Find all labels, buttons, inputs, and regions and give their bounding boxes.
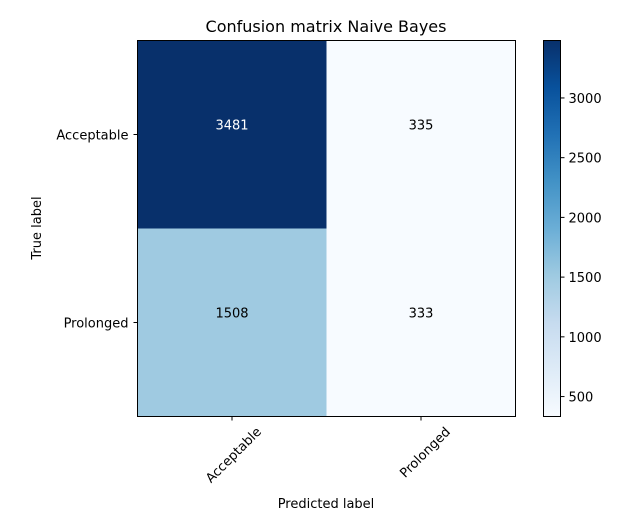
colorbar-tick-label: 2500: [569, 152, 602, 167]
heatmap-cell: [326, 228, 516, 417]
cell-value-label: 1508: [215, 307, 248, 322]
chart-title: Confusion matrix Naive Bayes: [206, 17, 447, 36]
plot-frame: [137, 40, 516, 417]
colorbar-tick-label: 500: [569, 391, 594, 406]
x-axis-ticks: Acceptable Prolonged: [203, 416, 454, 487]
heatmap-cell: [137, 228, 327, 417]
colorbar-tick-label: 1500: [569, 271, 602, 286]
x-tick-label: Prolonged: [397, 425, 454, 482]
colorbar-gradient: [543, 40, 561, 417]
colorbar: 500 1000 1500 2000 2500 3000: [543, 40, 602, 417]
colorbar-ticks: 500 1000 1500 2000 2500 3000: [560, 92, 602, 406]
y-axis-ticks: Acceptable Prolonged: [56, 129, 138, 332]
heatmap-cell: [137, 40, 327, 229]
cell-value-label: 3481: [215, 119, 248, 134]
heatmap-cell: [326, 40, 516, 229]
x-tick-label: Acceptable: [203, 425, 265, 487]
cell-value-label: 333: [409, 307, 434, 322]
y-tick-label: Acceptable: [56, 129, 128, 144]
cell-value-label: 335: [409, 119, 434, 134]
y-axis-label: True label: [30, 196, 45, 260]
cell-value-labels: 3481 335 1508 333: [215, 119, 433, 322]
colorbar-tick-label: 1000: [569, 331, 602, 346]
colorbar-tick-label: 2000: [569, 211, 602, 226]
x-axis-label: Predicted label: [278, 497, 375, 512]
colorbar-tick-label: 3000: [569, 92, 602, 107]
heatmap-cells: [137, 40, 516, 417]
y-tick-label: Prolonged: [64, 317, 129, 332]
